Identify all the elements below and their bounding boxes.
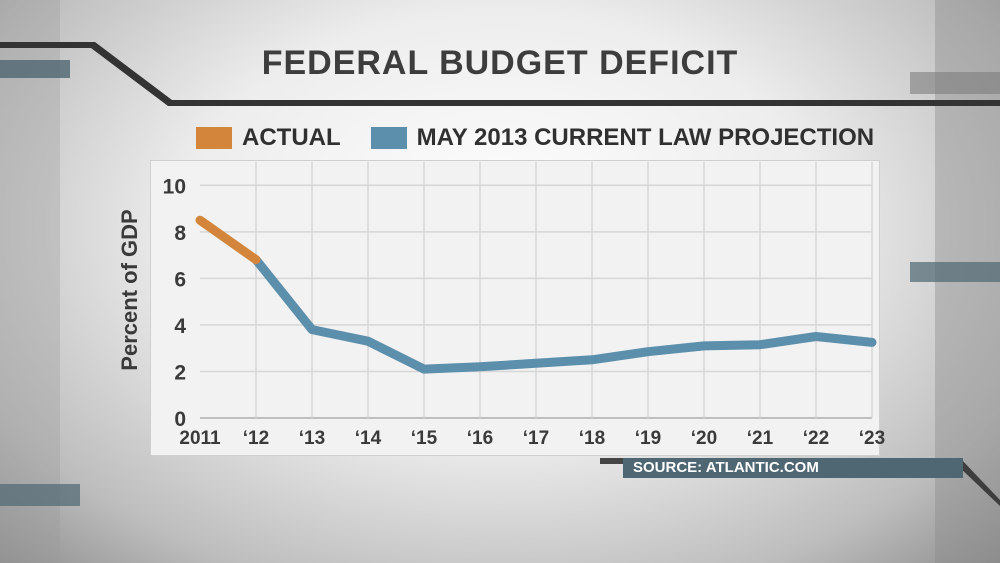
x-axis-ticks: 2011 ‘12 ‘13 ‘14 ‘15 ‘16 ‘17 ‘18 ‘19 ‘20 ‘21 ‘22 ‘23 — [179, 428, 885, 449]
source-label: SOURCE: ATLANTIC.COM — [623, 458, 963, 478]
x-tick-label: ‘21 — [747, 428, 774, 449]
y-tick-label: 8 — [174, 222, 186, 245]
series-group — [195, 215, 877, 374]
legend-label-projection: MAY 2013 CURRENT LAW PROJECTION — [416, 124, 875, 151]
y-tick-label: 6 — [174, 268, 186, 291]
x-tick-label: ‘18 — [579, 428, 605, 449]
x-tick-label: ‘19 — [635, 428, 661, 449]
legend-label-actual: ACTUAL — [242, 124, 341, 151]
y-tick-label: 4 — [174, 315, 186, 338]
y-tick-label: 10 — [163, 175, 186, 198]
x-tick-label: ‘13 — [299, 428, 325, 449]
chart-panel — [150, 160, 880, 456]
chart-legend: ACTUAL MAY 2013 CURRENT LAW PROJECTION — [196, 124, 904, 152]
x-tick-label: ‘22 — [803, 428, 829, 449]
x-tick-label: ‘17 — [523, 428, 549, 449]
x-tick-label: ‘15 — [411, 428, 438, 449]
legend-item-projection: MAY 2013 CURRENT LAW PROJECTION — [370, 124, 875, 152]
x-tick-label: ‘20 — [691, 428, 717, 449]
series-line-actual — [195, 215, 261, 265]
y-axis-ticks: 0 2 4 6 8 10 — [163, 175, 187, 431]
series-line-projection — [251, 255, 877, 374]
x-tick-label: ‘14 — [355, 428, 382, 449]
y-tick-label: 2 — [174, 361, 186, 384]
grid-lines — [200, 162, 873, 419]
y-axis-label: Percent of GDP — [117, 209, 142, 370]
y-tick-label: 0 — [174, 408, 186, 431]
legend-swatch-projection — [370, 127, 407, 149]
x-tick-label: ‘12 — [243, 428, 269, 449]
x-tick-label: 2011 — [179, 428, 221, 449]
legend-item-actual: ACTUAL — [196, 124, 341, 152]
chart-title: FEDERAL BUDGET DEFICIT — [261, 44, 739, 82]
x-tick-label: ‘23 — [859, 428, 885, 449]
x-tick-label: ‘16 — [467, 428, 493, 449]
legend-swatch-actual — [196, 127, 232, 149]
